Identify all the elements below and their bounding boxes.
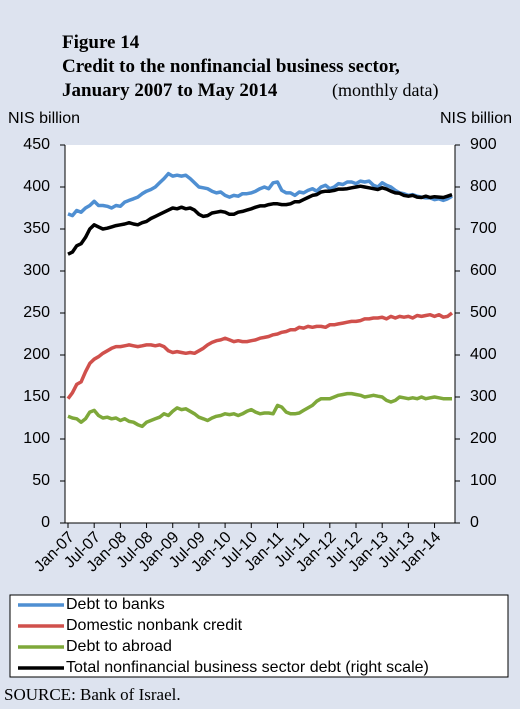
y-tick-label: 400 [23, 178, 50, 195]
y-tick-label: 200 [23, 346, 50, 363]
y-tick-label: 300 [23, 262, 50, 279]
plot-area [65, 145, 455, 523]
legend-label: Debt to abroad [66, 638, 172, 655]
y2-tick-label: 0 [470, 514, 479, 531]
y2-tick-label: 300 [470, 388, 497, 405]
y-tick-label: 50 [32, 472, 50, 489]
chart-title: Credit to the nonfinancial business sect… [62, 56, 400, 77]
legend-label: Total nonfinancial business sector debt … [66, 659, 429, 676]
legend [9, 594, 509, 678]
series-line [67, 184, 453, 256]
series-line [66, 311, 454, 400]
series-line [67, 171, 453, 218]
y-tick-label: 250 [23, 304, 50, 321]
series-line [67, 391, 452, 429]
y2-tick-label: 800 [470, 178, 497, 195]
y-tick-label: 150 [23, 388, 50, 405]
source: SOURCE: Bank of Israel. [4, 685, 181, 704]
y-axis-label: NIS billion [8, 110, 80, 127]
legend-label: Debt to banks [66, 596, 165, 613]
y-tick-label: 100 [23, 430, 50, 447]
y2-tick-label: 200 [470, 430, 497, 447]
chart-title: January 2007 to May 2014 [62, 80, 278, 101]
legend-label: Domestic nonbank credit [66, 617, 243, 634]
y-tick-label: 0 [41, 514, 50, 531]
y2-tick-label: 100 [470, 472, 497, 489]
y2-axis-label: NIS billion [440, 110, 512, 127]
figure-label: Figure 14 [62, 32, 140, 53]
y-tick-label: 350 [23, 220, 50, 237]
subtitle: (monthly data) [332, 80, 438, 101]
y2-tick-label: 500 [470, 304, 497, 321]
y2-tick-label: 900 [470, 136, 497, 153]
y-tick-label: 450 [23, 136, 50, 153]
y2-tick-label: 700 [470, 220, 497, 237]
y2-tick-label: 600 [470, 262, 497, 279]
y2-tick-label: 400 [470, 346, 497, 363]
